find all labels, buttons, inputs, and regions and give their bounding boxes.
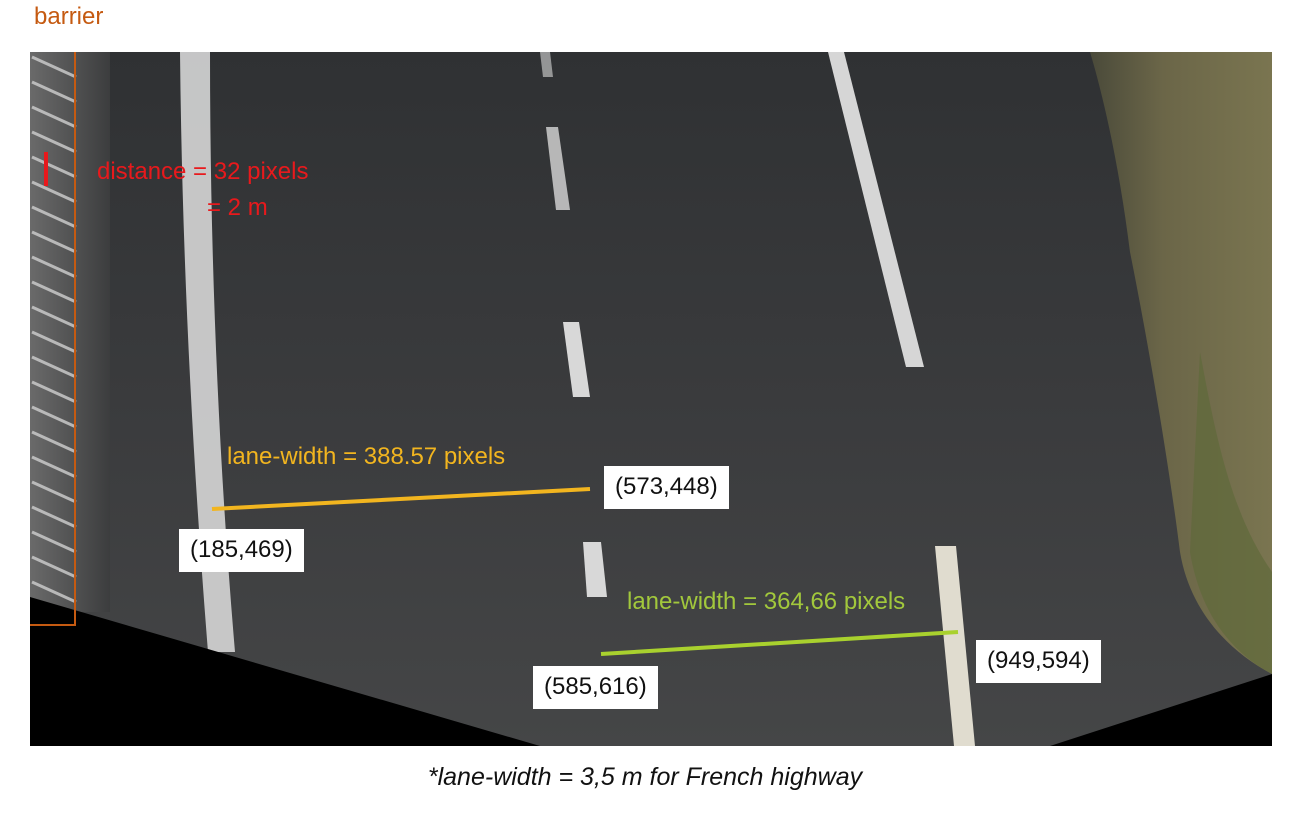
lane-line-top — [211, 487, 591, 511]
barrier-wall — [30, 52, 110, 612]
point-top-left: (185,469) — [179, 529, 304, 572]
point-bottom-left: (585,616) — [533, 666, 658, 709]
center-dashes — [540, 52, 607, 597]
right-line-far — [828, 52, 924, 367]
barrier-label: barrier — [34, 3, 104, 30]
caption: *lane-width = 3,5 m for French highway — [427, 763, 863, 791]
lane-width-top-label: lane-width = 388.57 pixels — [227, 443, 506, 470]
asphalt — [30, 52, 1272, 746]
grass — [1190, 352, 1272, 674]
distance-text: distance = 32 pixels — [97, 158, 309, 185]
distance-value: = 2 m — [207, 194, 268, 221]
barrier-box — [30, 52, 76, 626]
barrier-stripes — [31, 55, 77, 604]
road-photo — [30, 52, 1272, 746]
point-top-right: (573,448) — [604, 466, 729, 509]
point-bottom-right: (949,594) — [976, 640, 1101, 683]
bottom-left-mask — [30, 597, 540, 746]
bottom-right-mask — [1050, 674, 1272, 746]
lane-width-bottom-label: lane-width = 364,66 pixels — [627, 588, 906, 615]
left-edge-line — [180, 52, 235, 652]
right-line-near — [935, 546, 975, 746]
lane-line-bottom — [600, 630, 959, 656]
